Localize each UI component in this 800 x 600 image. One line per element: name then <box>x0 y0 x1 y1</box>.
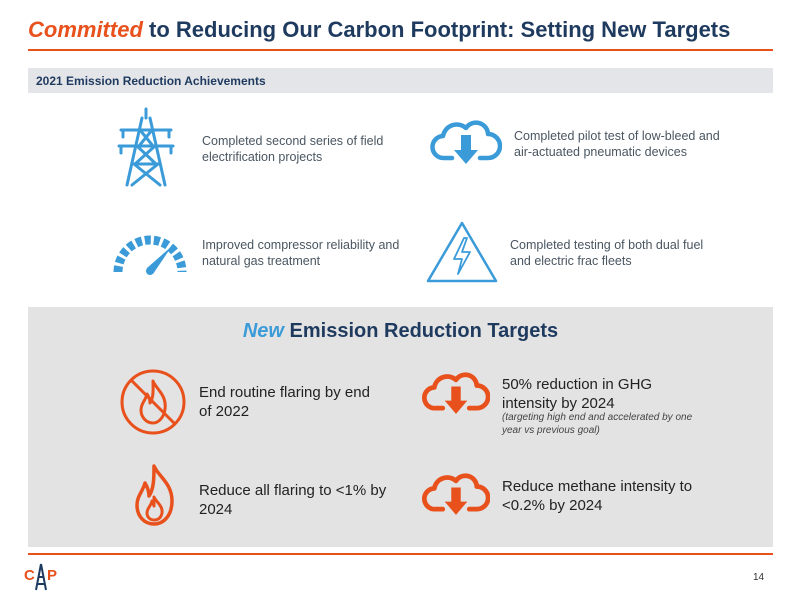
cloud-download-icon <box>422 473 490 515</box>
targets-panel: New Emission Reduction Targets <box>28 307 773 547</box>
footer-divider <box>28 553 773 555</box>
achievement-text: Completed testing of both dual fuel and … <box>510 238 704 268</box>
oil-derrick-icon <box>35 563 47 591</box>
title-accent: Committed <box>28 17 143 42</box>
page-title: Committed to Reducing Our Carbon Footpri… <box>28 17 730 43</box>
achievement-text: Improved compressor reliability and natu… <box>202 238 400 268</box>
gauge-icon <box>113 235 187 275</box>
achievement-text: Completed second series of field electri… <box>202 134 384 164</box>
achievements-section-bar: 2021 Emission Reduction Achievements <box>28 68 773 93</box>
targets-heading-rest: Emission Reduction Targets <box>289 320 559 342</box>
cloud-download-icon <box>430 120 502 164</box>
title-rest: to Reducing Our Carbon Footprint: Settin… <box>149 17 731 42</box>
page-number: 14 <box>753 572 765 583</box>
targets-heading-accent: New <box>242 320 284 342</box>
no-flame-icon <box>120 369 186 435</box>
achievements-heading: 2021 Emission Reduction Achievements <box>36 74 266 88</box>
title-divider <box>28 49 773 51</box>
target-text: 50% reduction in GHG intensity by 2024 <box>502 376 653 412</box>
logo-letter-p: P <box>47 567 58 584</box>
cloud-download-icon <box>422 372 490 414</box>
targets-heading: New Emission Reduction Targets <box>28 320 773 343</box>
target-text: End routine flaring by end of 2022 <box>199 384 370 420</box>
achievement-text: Completed pilot test of low-bleed and ai… <box>514 129 720 159</box>
logo-letter-c: C <box>24 567 35 584</box>
target-note: (targeting high end and accelerated by o… <box>502 412 693 436</box>
electric-hazard-icon <box>426 221 498 283</box>
target-text: Reduce all flaring to <1% by 2024 <box>199 482 387 518</box>
power-tower-icon <box>117 107 175 187</box>
target-text: Reduce methane intensity to <0.2% by 202… <box>502 478 693 514</box>
flame-icon <box>135 464 174 526</box>
company-logo: C P <box>24 563 58 591</box>
